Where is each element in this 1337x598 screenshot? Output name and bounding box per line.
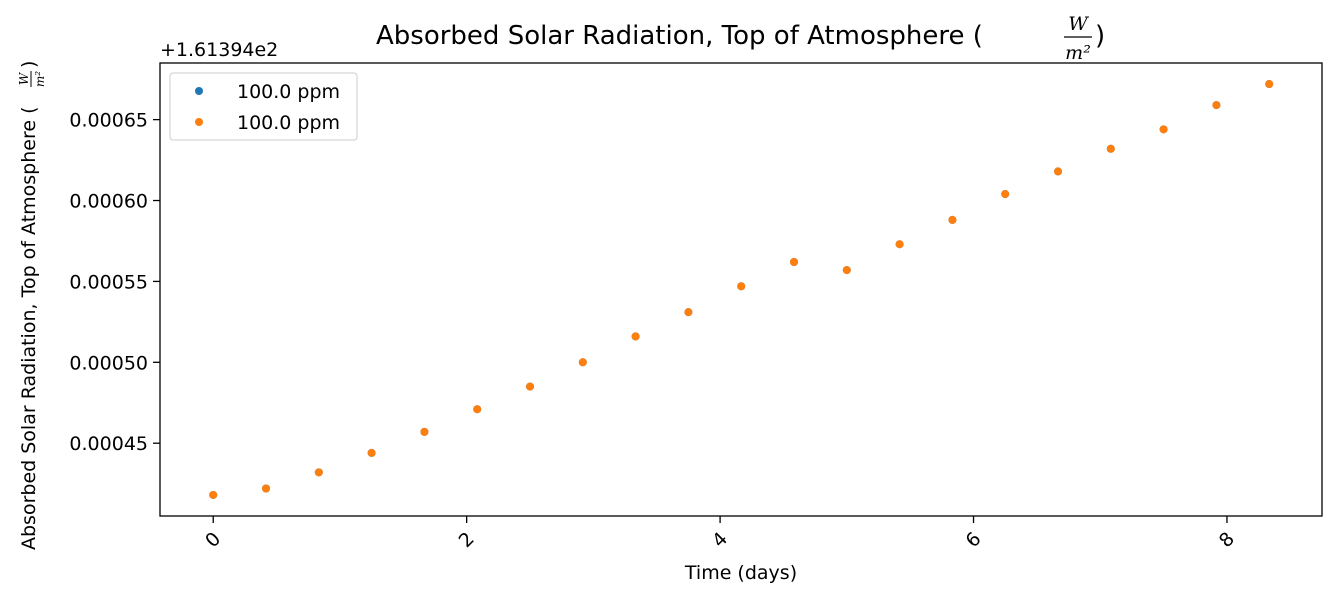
legend-label-series-2: 100.0 ppm [237, 112, 340, 134]
y-tick-label: 0.00060 [69, 191, 148, 213]
data-point-series-2 [1159, 125, 1168, 134]
data-point-series-2 [737, 282, 746, 291]
y-axis-label: Absorbed Solar Radiation, Top of Atmosph… [17, 61, 47, 550]
x-tick-label: 2 [455, 528, 479, 552]
data-point-series-2 [1212, 101, 1221, 110]
data-point-series-2 [1001, 190, 1010, 199]
data-point-series-2 [790, 257, 799, 266]
x-tick-label: 0 [201, 528, 225, 552]
chart-title: Absorbed Solar Radiation, Top of Atmosph… [376, 13, 1105, 64]
y-unit-numerator: W [17, 71, 31, 85]
chart-title-text: Absorbed Solar Radiation, Top of Atmosph… [376, 21, 983, 51]
data-point-series-2 [895, 240, 904, 249]
data-point-series-2 [842, 266, 851, 275]
data-point-series-2 [314, 468, 323, 477]
y-tick-label: 0.00065 [69, 110, 148, 132]
legend: 100.0 ppm 100.0 ppm [169, 72, 358, 141]
plot-area-frame [159, 62, 1323, 517]
y-axis: 0.00045 0.00050 0.00055 0.00060 0.00065 [69, 110, 160, 455]
legend-box [169, 72, 358, 141]
data-point-series-2 [948, 215, 957, 224]
y-label-close-paren: ) [18, 61, 40, 68]
y-axis-label-text: Absorbed Solar Radiation, Top of Atmosph… [18, 106, 40, 550]
title-unit-denominator: m² [1065, 42, 1091, 64]
x-tick-label: 6 [961, 528, 985, 552]
data-point-series-2 [578, 358, 587, 367]
data-point-series-2 [1054, 167, 1063, 176]
y-tick-label: 0.00045 [69, 433, 148, 455]
x-axis-label: Time (days) [684, 562, 797, 584]
title-close-paren: ) [1095, 21, 1105, 51]
data-point-series-2 [209, 490, 218, 499]
data-point-series-2 [1106, 144, 1115, 153]
legend-label-series-1: 100.0 ppm [237, 81, 340, 103]
y-tick-label: 0.00050 [69, 352, 148, 374]
title-unit-numerator: W [1068, 13, 1089, 35]
legend-marker-series-1 [195, 87, 203, 95]
data-point-series-2 [420, 427, 429, 436]
x-axis: 0 2 4 6 8 [201, 516, 1239, 552]
data-point-series-2 [526, 382, 535, 391]
legend-marker-series-2 [195, 118, 203, 126]
data-point-series-2 [262, 484, 271, 493]
data-point-series-2 [684, 308, 693, 317]
data-point-series-2 [1265, 80, 1274, 89]
data-point-series-2 [367, 448, 376, 457]
y-tick-label: 0.00055 [69, 271, 148, 293]
data-point-series-2 [473, 405, 482, 414]
y-unit-denominator: m² [33, 71, 47, 87]
y-offset-label: +1.61394e2 [160, 39, 278, 61]
data-point-series-2 [631, 332, 640, 341]
data-points [209, 80, 1274, 499]
x-tick-label: 8 [1215, 528, 1239, 552]
x-tick-label: 4 [708, 528, 732, 552]
